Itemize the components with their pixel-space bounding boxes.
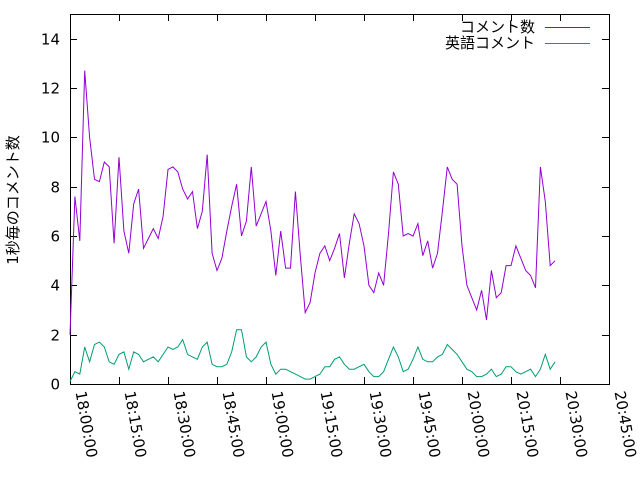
- y-axis: 0 2 4 6 8 10 12 14: [41, 31, 609, 394]
- y-tick-label: 10: [41, 129, 60, 147]
- x-tick-label: 19:15:00: [317, 390, 346, 459]
- y-tick-label: 4: [50, 277, 60, 295]
- x-tick-label: 19:30:00: [366, 390, 395, 459]
- y-tick-label: 0: [50, 376, 60, 394]
- plot-frame: [70, 14, 610, 385]
- x-tick-label: 18:00:00: [72, 390, 101, 459]
- legend-label-2: 英語コメント: [445, 34, 535, 52]
- series-layer: [69, 70, 556, 382]
- y-tick-label: 12: [41, 80, 60, 98]
- x-axis: 18:00:00 18:15:00 18:30:00 18:45:00 19:00:00…: [70, 14, 640, 459]
- x-tick-label: 20:30:00: [562, 390, 591, 459]
- y-tick-label: 6: [50, 228, 60, 246]
- x-tick-label: 19:00:00: [268, 390, 297, 459]
- x-tick-label: 20:15:00: [513, 390, 542, 459]
- series-line-1: [69, 70, 556, 335]
- x-tick-label: 18:30:00: [170, 390, 199, 459]
- legend-label-1: コメント数: [460, 18, 535, 36]
- y-axis-label: 1秒毎のコメント数: [4, 135, 22, 265]
- y-tick-label: 2: [50, 327, 60, 345]
- x-tick-label: 20:00:00: [464, 390, 493, 459]
- x-tick-label: 20:45:00: [611, 390, 640, 459]
- x-tick-label: 18:45:00: [219, 390, 248, 459]
- y-tick-label: 14: [41, 31, 60, 49]
- x-tick-label: 18:15:00: [121, 390, 150, 459]
- series-line-2: [69, 329, 556, 382]
- y-tick-label: 8: [50, 179, 60, 197]
- x-tick-label: 19:45:00: [415, 390, 444, 459]
